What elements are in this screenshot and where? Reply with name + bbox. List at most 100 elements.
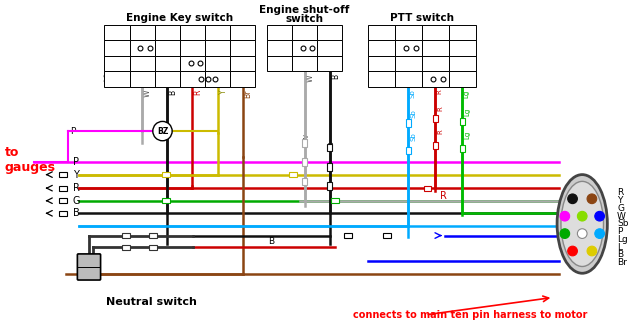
Bar	[344, 233, 352, 238]
Text: Y: Y	[214, 27, 221, 37]
Bar	[104, 56, 129, 71]
Text: Br: Br	[237, 27, 248, 37]
Text: L: L	[617, 243, 622, 252]
Text: Y: Y	[219, 90, 228, 94]
Bar	[230, 40, 255, 56]
Text: W: W	[617, 212, 626, 221]
Text: Free: Free	[371, 59, 392, 68]
Bar	[395, 71, 422, 87]
Bar	[302, 178, 307, 185]
Bar	[422, 71, 449, 87]
Circle shape	[577, 211, 587, 221]
Text: connects to main ten pin harness to motor: connects to main ten pin harness to moto…	[353, 310, 588, 320]
Bar	[155, 40, 180, 56]
Text: G: G	[617, 204, 624, 213]
Bar	[155, 71, 180, 87]
Bar	[331, 198, 339, 203]
Bar	[180, 25, 205, 40]
Text: switch: switch	[285, 14, 324, 24]
Bar	[367, 71, 395, 87]
Bar	[383, 233, 391, 238]
Bar	[449, 71, 476, 87]
Bar	[205, 25, 230, 40]
Circle shape	[587, 246, 596, 256]
Text: Lg: Lg	[464, 131, 470, 139]
Bar	[328, 144, 332, 151]
Text: Lg: Lg	[464, 108, 470, 116]
Bar	[129, 40, 155, 56]
Bar	[230, 71, 255, 87]
Text: Y: Y	[617, 196, 623, 205]
Bar	[460, 145, 465, 152]
Text: Y: Y	[72, 170, 79, 180]
Circle shape	[560, 229, 570, 238]
Bar	[292, 56, 317, 71]
Text: W: W	[304, 134, 310, 141]
Bar	[395, 25, 422, 40]
Bar	[59, 186, 67, 191]
Bar	[317, 40, 342, 56]
Bar	[449, 40, 476, 56]
Text: R: R	[436, 90, 442, 94]
Text: B: B	[164, 27, 171, 37]
Bar	[59, 172, 67, 177]
FancyBboxPatch shape	[77, 254, 100, 280]
Bar	[433, 115, 438, 122]
Bar	[395, 56, 422, 71]
Text: Set: Set	[271, 59, 287, 68]
Bar	[328, 182, 332, 190]
Bar	[267, 25, 292, 40]
Text: Br: Br	[617, 258, 627, 267]
Text: W: W	[306, 74, 315, 81]
Bar	[129, 56, 155, 71]
Circle shape	[577, 229, 587, 238]
Text: R: R	[193, 90, 202, 95]
Bar	[395, 40, 422, 56]
Text: Lg: Lg	[456, 27, 468, 37]
Bar	[129, 71, 155, 87]
Bar	[180, 71, 205, 87]
Bar	[163, 198, 170, 203]
Text: W: W	[300, 27, 310, 37]
Bar	[292, 25, 317, 40]
Text: R: R	[432, 27, 438, 37]
Text: R: R	[437, 107, 443, 111]
Bar	[104, 71, 129, 87]
Text: Sb: Sb	[409, 90, 415, 98]
Bar	[149, 245, 157, 250]
Bar	[129, 25, 155, 40]
Bar	[180, 40, 205, 56]
Bar	[302, 139, 307, 146]
Ellipse shape	[561, 181, 604, 267]
Text: Br: Br	[244, 90, 253, 98]
Circle shape	[560, 211, 570, 221]
Bar	[289, 172, 297, 177]
Bar	[449, 56, 476, 71]
Text: R: R	[189, 27, 196, 37]
Bar	[59, 211, 67, 216]
Circle shape	[595, 229, 604, 238]
Text: Engine Key switch: Engine Key switch	[126, 13, 234, 23]
Bar	[59, 198, 67, 203]
Bar	[205, 40, 230, 56]
Text: BZ: BZ	[157, 127, 168, 136]
Text: DN: DN	[374, 74, 388, 84]
Bar	[328, 163, 332, 171]
Bar	[205, 71, 230, 87]
Bar	[422, 25, 449, 40]
Bar	[205, 56, 230, 71]
Ellipse shape	[557, 175, 607, 273]
Bar	[180, 56, 205, 71]
Text: OFF: OFF	[108, 43, 127, 53]
Text: Pull: Pull	[271, 43, 288, 53]
Text: PTT switch: PTT switch	[390, 13, 454, 23]
Text: START: START	[102, 74, 132, 84]
Bar	[230, 25, 255, 40]
Bar	[449, 25, 476, 40]
Text: B: B	[329, 141, 335, 146]
Text: B: B	[72, 208, 79, 218]
Text: Sb: Sb	[402, 27, 414, 37]
Bar	[104, 40, 129, 56]
Text: P: P	[70, 127, 75, 136]
Bar	[460, 117, 465, 125]
